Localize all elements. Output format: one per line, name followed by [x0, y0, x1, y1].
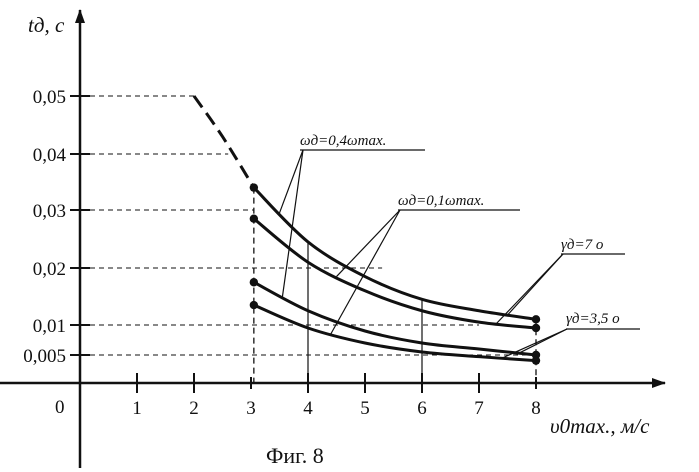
annotation-gamma-35: γд=3,5 o: [566, 311, 620, 327]
x-tick-label: 7: [474, 398, 484, 419]
y-tick-label: 0,005: [23, 346, 66, 367]
x-tick-label: 3: [246, 398, 256, 419]
series-endpoint: [250, 183, 258, 191]
series-curve-2: [254, 282, 536, 355]
series-endpoint: [532, 315, 540, 323]
series-endpoint: [532, 356, 540, 364]
annotation-omega-01: ωд=0,1ωmax.: [398, 193, 484, 209]
series-endpoint: [250, 215, 258, 223]
y-tick-label: 0,01: [33, 316, 66, 337]
figure-caption: Фиг. 8: [266, 443, 324, 468]
annotation-leader: [496, 254, 563, 324]
annotation-leaders: [280, 150, 641, 358]
origin-label: 0: [55, 397, 65, 418]
x-tick-label: 1: [132, 398, 142, 419]
y-tick-label: 0,05: [33, 87, 66, 108]
annotation-leader: [280, 150, 304, 213]
y-tick-label: 0,03: [33, 201, 66, 222]
x-axis-title: υ0max., м/с: [550, 414, 650, 438]
annotation-omega-04: ωд=0,4ωmax.: [300, 133, 386, 149]
y-tick-label: 0,04: [33, 145, 67, 166]
x-tick-label: 2: [189, 398, 199, 419]
x-tick-label: 5: [360, 398, 370, 419]
annotation-leader: [282, 150, 303, 297]
annotation-gamma-7: γд=7 o: [561, 237, 604, 253]
series-endpoint: [532, 324, 540, 332]
series-curve-1: [254, 219, 536, 328]
axis-ticks: 0,005 0,01 0,02 0,03 0,04 0,05 1 2 3 4 5 6 7 8: [23, 87, 541, 419]
series-endpoint: [250, 278, 258, 286]
x-tick-label: 4: [303, 398, 313, 419]
x-tick-label: 8: [531, 398, 541, 419]
x-tick-label: 6: [417, 398, 427, 419]
y-axis-title: tд, с: [28, 13, 65, 37]
y-tick-label: 0,02: [33, 259, 66, 280]
envelope-dashed-decline: [194, 96, 254, 188]
series-endpoint: [250, 301, 258, 309]
